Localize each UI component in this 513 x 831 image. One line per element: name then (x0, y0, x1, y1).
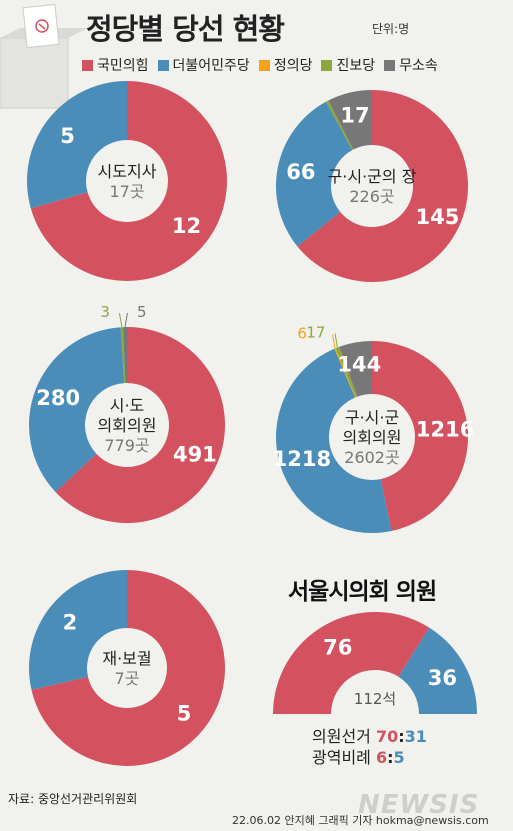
donut-center-label: 시·도 (110, 396, 145, 415)
seoul-district-row: 의원선거 70:31 (312, 726, 427, 747)
legend-swatch (321, 59, 333, 71)
seoul-slice (273, 612, 430, 714)
pie-slice (325, 100, 354, 151)
slice-value-label: 2 (63, 610, 78, 634)
seoul-proportional-row: 광역비례 6:5 (312, 747, 427, 768)
proportional-dp-count: 5 (393, 748, 405, 767)
pie-slice (328, 90, 372, 150)
legend-swatch (82, 59, 93, 71)
pie-slice (335, 346, 358, 398)
donut-center-label: 재·보궐 (102, 649, 151, 668)
seoul-breakdown: 의원선거 70:31 광역비례 6:5 (312, 726, 427, 768)
donut-total-label: 226곳 (349, 187, 394, 206)
slice-value-label: 280 (36, 386, 80, 410)
infographic-title: 정당별 당선 현황 (86, 12, 285, 46)
pie-slice (55, 327, 226, 523)
callout-line (118, 313, 123, 328)
district-label: 의원선거 (312, 727, 371, 746)
pie-slice (334, 348, 356, 398)
donut-total-label: 779곳 (104, 436, 149, 455)
slice-value-label: 144 (337, 353, 381, 377)
donut-center-label: 시도지사 (98, 162, 157, 181)
slice-value-label: 5 (60, 124, 75, 148)
pie-slice (372, 341, 468, 532)
donut-center-label: 구·시·군 (345, 408, 399, 427)
seoul-council-title: 서울시의회 의원 (288, 579, 437, 605)
donut-center-label: 구·시·군의 장 (328, 167, 417, 186)
seoul-semicircle-chart: 76 36 112석 (273, 612, 477, 714)
pie-slice (28, 570, 127, 690)
pie-slice (31, 570, 226, 766)
proportional-ppp-count: 6 (375, 748, 388, 767)
slice-value-label: 491 (173, 442, 217, 466)
pie-slice (26, 81, 127, 209)
slice-callout-label: 6 (297, 324, 307, 342)
legend-item-justice: 정의당 (258, 55, 313, 75)
slice-value-label: 17 (340, 104, 369, 128)
legend-label: 국민의힘 (97, 58, 149, 74)
legend-item-ppp: 국민의힘 (82, 55, 149, 75)
legend-label: 더불어민주당 (172, 58, 250, 74)
slice-value-label: 145 (416, 205, 460, 229)
legend-item-progressive: 진보당 (321, 55, 375, 75)
slice-callout-label: 17 (306, 323, 325, 341)
callout-line (332, 334, 336, 349)
pie-slice (30, 81, 227, 281)
donut-center-label: 의회의원 (98, 416, 157, 435)
district-separator: : (398, 727, 405, 746)
donut-total-label: 17곳 (109, 182, 144, 201)
pie-slice (123, 327, 127, 384)
pie-slice (120, 327, 126, 384)
legend-label: 정의당 (273, 58, 313, 74)
donut-total-label: 7곳 (115, 669, 140, 688)
pie-slice (29, 327, 125, 492)
legend: 국민의힘 더불어민주당 정의당 진보당 무소속 (82, 55, 438, 75)
legend-swatch (157, 59, 169, 71)
donut-center-label: 의회의원 (343, 428, 402, 447)
callout-line (124, 312, 128, 328)
newsis-watermark: NEWSIS (358, 790, 480, 820)
proportional-separator: : (387, 748, 394, 767)
district-ppp-count: 70 (375, 727, 399, 746)
legend-label: 무소속 (399, 58, 438, 74)
proportional-label: 광역비례 (312, 748, 371, 767)
slice-value-label: 5 (177, 702, 192, 726)
slice-value-label: 12 (172, 214, 201, 238)
legend-item-dp: 더불어민주당 (157, 55, 250, 75)
pie-slice (275, 101, 353, 247)
legend-swatch (258, 59, 270, 71)
slice-value-label: 66 (286, 160, 315, 184)
slice-value-label: 1218 (273, 447, 331, 471)
slice-value-label: 1216 (416, 418, 474, 442)
ballot-box-icon (0, 3, 88, 109)
legend-label: 진보당 (336, 58, 376, 74)
donut-total-label: 2602곳 (344, 448, 399, 467)
slice-callout-label: 3 (100, 303, 110, 321)
source-note: 자료: 중앙선거관리위원회 (8, 792, 138, 806)
seoul-slice-value-label: 36 (428, 666, 457, 690)
slice-callout-label: 5 (137, 303, 147, 321)
seoul-slice-value-label: 76 (323, 636, 352, 660)
seoul-total-label: 112석 (354, 690, 396, 708)
seoul-slice (398, 627, 477, 714)
callout-line (334, 333, 338, 348)
credit-line: 22.06.02 안지혜 그래픽 기자 hokma@newsis.com (232, 814, 489, 827)
unit-label: 단위:명 (372, 22, 410, 36)
district-dp-count: 31 (404, 727, 427, 746)
legend-swatch (384, 59, 396, 71)
pie-slice (276, 348, 392, 533)
pie-slice (339, 341, 372, 397)
legend-item-independent: 무소속 (384, 55, 438, 75)
pie-slice (297, 90, 468, 283)
